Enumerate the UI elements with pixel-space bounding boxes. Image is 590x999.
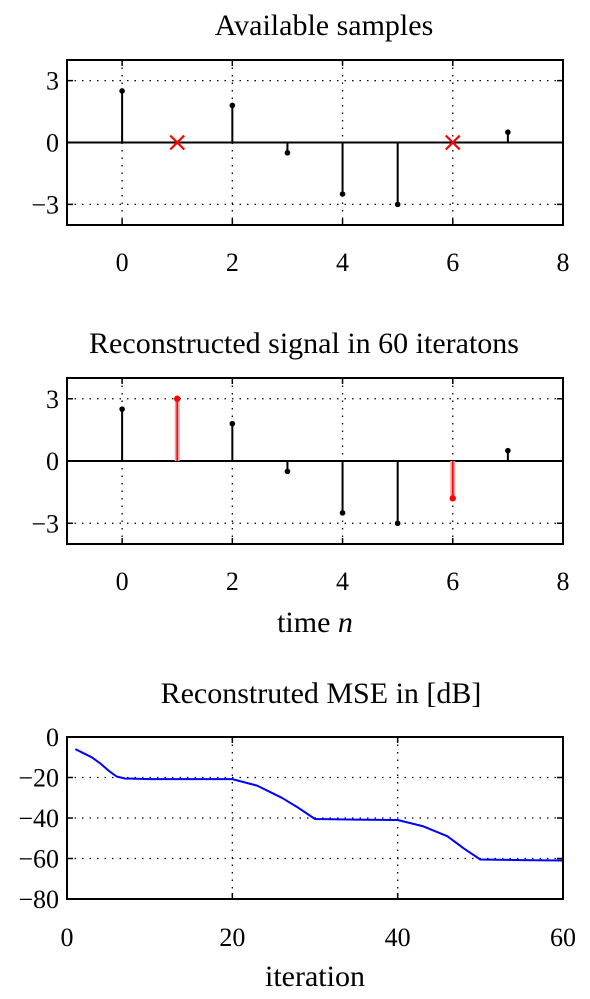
stem-marker — [229, 102, 236, 109]
chart-title: Reconstructed signal in 60 iteratons — [89, 327, 519, 360]
stem-marker — [284, 150, 291, 156]
stem-marker — [339, 191, 346, 197]
y-tick-label: 3 — [46, 385, 59, 414]
x-tick-label: 0 — [116, 567, 129, 596]
chart-title: Reconstruted MSE in [dB] — [161, 677, 482, 710]
stem-marker — [394, 201, 401, 208]
x-tick-label: 6 — [446, 248, 459, 277]
mse-line — [74, 748, 564, 862]
mse-chart: Reconstruted MSE in [dB] 0 20 40 60 0 −20 −40 −… — [18, 677, 576, 993]
y-tick-label: −3 — [31, 509, 59, 538]
missing-sample-marker — [444, 134, 461, 151]
y-tick-label: −20 — [18, 764, 59, 793]
x-tick-label: 4 — [336, 248, 349, 277]
stem-marker — [119, 88, 125, 94]
x-axis-label-variable: n — [338, 606, 353, 639]
stem-marker — [119, 406, 125, 412]
x-tick-label: 4 — [336, 567, 349, 596]
stem-marker — [339, 510, 346, 516]
stem-marker — [505, 129, 511, 135]
x-axis-label: iteration — [265, 960, 365, 993]
y-tick-label: 0 — [46, 129, 59, 158]
x-tick-label: 8 — [557, 567, 570, 596]
x-tick-label: 40 — [385, 923, 411, 952]
y-tick-label: −80 — [18, 885, 59, 914]
y-tick-label: 0 — [46, 723, 59, 752]
y-tick-label: −60 — [18, 845, 59, 874]
x-tick-label: 0 — [61, 923, 74, 952]
chart-title: Available samples — [215, 9, 434, 42]
x-tick-label: 2 — [226, 248, 239, 277]
y-tick-label: −3 — [31, 190, 59, 219]
missing-sample-marker — [169, 134, 186, 151]
y-tick-label: 0 — [46, 447, 59, 476]
x-tick-label: 20 — [219, 923, 245, 952]
stem-marker — [229, 420, 236, 427]
x-tick-label: 2 — [226, 567, 239, 596]
available-samples-chart: Available samples 0 2 4 6 8 3 0 −3 — [31, 9, 569, 277]
x-axis-label-text: time — [277, 606, 338, 639]
reconstructed-stem-marker — [174, 395, 181, 402]
x-tick-label: 6 — [446, 567, 459, 596]
stem-marker — [394, 520, 401, 527]
x-tick-label: 60 — [550, 923, 576, 952]
x-tick-label: 0 — [116, 248, 129, 277]
stem-marker — [284, 468, 291, 475]
y-tick-label: 3 — [46, 67, 59, 96]
y-tick-label: −40 — [18, 804, 59, 833]
stem-marker — [505, 447, 511, 454]
reconstructed-signal-chart: Reconstructed signal in 60 iteratons 0 2 4… — [31, 327, 569, 639]
reconstructed-stem-marker — [449, 495, 456, 502]
x-tick-label: 8 — [557, 248, 570, 277]
x-axis-label: time n — [277, 606, 353, 639]
